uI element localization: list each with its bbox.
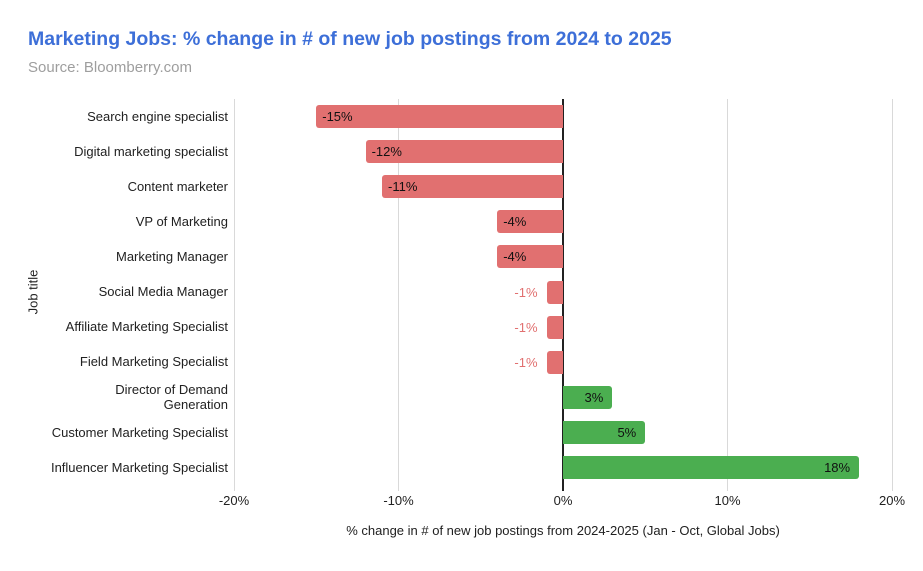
- gridline: [727, 99, 728, 491]
- bar: [365, 140, 563, 164]
- bar-value-label: -1%: [514, 284, 538, 300]
- category-label: Content marketer: [127, 178, 228, 194]
- bar-value-label: -1%: [514, 319, 538, 335]
- bar: [563, 420, 646, 444]
- bar: [546, 280, 563, 304]
- bar-value-label: 5%: [617, 424, 637, 440]
- category-label: Director of Demand Generation: [115, 381, 228, 413]
- x-tick-label: 10%: [714, 493, 741, 508]
- gridline: [233, 99, 235, 491]
- bar-value-label: 3%: [584, 389, 604, 405]
- bar: [546, 350, 563, 374]
- gridline: [891, 99, 893, 491]
- x-axis-tick-labels: -20% -10% 0% 10% 20%: [219, 493, 905, 511]
- bar: [497, 245, 563, 269]
- bar-value-label: 18%: [824, 459, 851, 475]
- category-label: Search engine specialist: [87, 108, 228, 124]
- category-label: Marketing Manager: [116, 249, 228, 265]
- gridline: [398, 99, 399, 491]
- bar: [563, 385, 613, 409]
- x-tick-label: -20%: [218, 493, 250, 508]
- category-label: VP of Marketing: [135, 214, 228, 229]
- bar: [382, 175, 563, 199]
- category-label: Affiliate Marketing Specialist: [65, 319, 228, 335]
- bar-value-label: -4%: [503, 214, 527, 230]
- x-tick-label: 0%: [553, 493, 573, 508]
- chart-source: Source: Bloomberry.com: [28, 59, 192, 76]
- bar: [546, 315, 563, 339]
- bar-value-label: -1%: [514, 354, 538, 370]
- bar: [497, 210, 563, 234]
- x-tick-label: 20%: [878, 493, 906, 508]
- zero-line: [562, 99, 564, 491]
- plot-area: -15% -12% -11% -4% -4% -1% -1% -1% 3% 5% 18%: [233, 99, 893, 491]
- category-label: Digital marketing specialist: [74, 143, 228, 159]
- category-label: Influencer Marketing Specialist: [50, 459, 228, 475]
- x-tick-label: -10%: [383, 493, 414, 508]
- bar-value-label: -11%: [388, 179, 418, 195]
- y-axis-category-labels: Search engine specialist Digital marketin…: [30, 99, 228, 485]
- bar: [563, 455, 860, 479]
- x-axis-title: % change in # of new job postings from 2…: [346, 523, 780, 538]
- bar-value-label: -4%: [503, 249, 527, 265]
- category-label: Customer Marketing Specialist: [51, 424, 228, 440]
- category-label: Field Marketing Specialist: [79, 354, 228, 370]
- bar-value-label: -15%: [322, 109, 353, 125]
- category-label: Social Media Manager: [98, 284, 228, 300]
- bar-value-label: -12%: [371, 144, 402, 160]
- bar: [316, 105, 563, 129]
- chart-title: Marketing Jobs: % change in # of new job…: [28, 28, 672, 50]
